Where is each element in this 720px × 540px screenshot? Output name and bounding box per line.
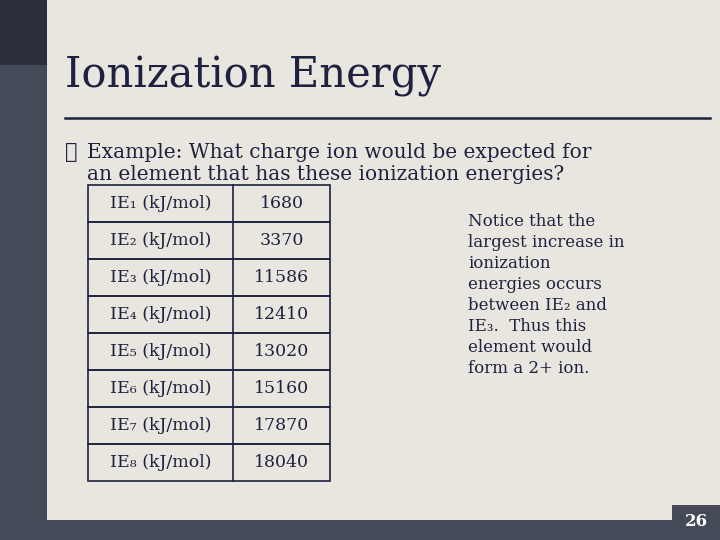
Bar — [88, 444, 330, 481]
Text: Ionization Energy: Ionization Energy — [65, 55, 441, 97]
Text: ❖: ❖ — [65, 143, 78, 162]
Text: form a 2+ ion.: form a 2+ ion. — [468, 360, 590, 377]
Text: 3370: 3370 — [259, 232, 304, 249]
Text: IE₃.  Thus this: IE₃. Thus this — [468, 318, 586, 335]
Text: Notice that the: Notice that the — [468, 213, 595, 230]
Bar — [88, 222, 330, 259]
Text: 18040: 18040 — [254, 454, 309, 471]
Text: IE₂ (kJ/mol): IE₂ (kJ/mol) — [110, 232, 211, 249]
Bar — [0, 520, 720, 540]
Text: IE₇ (kJ/mol): IE₇ (kJ/mol) — [109, 417, 211, 434]
Text: 13020: 13020 — [254, 343, 309, 360]
Bar — [88, 296, 330, 333]
Text: 1680: 1680 — [259, 195, 304, 212]
Bar — [672, 505, 720, 540]
Text: IE₅ (kJ/mol): IE₅ (kJ/mol) — [109, 343, 211, 360]
Text: energies occurs: energies occurs — [468, 276, 602, 293]
Text: 17870: 17870 — [254, 417, 309, 434]
Text: Example: What charge ion would be expected for: Example: What charge ion would be expect… — [87, 143, 592, 162]
Text: element would: element would — [468, 339, 592, 356]
Text: between IE₂ and: between IE₂ and — [468, 297, 607, 314]
Text: IE₆ (kJ/mol): IE₆ (kJ/mol) — [109, 380, 211, 397]
Bar — [0, 0, 47, 540]
Bar — [88, 370, 330, 407]
Bar — [88, 259, 330, 296]
Text: IE₄ (kJ/mol): IE₄ (kJ/mol) — [109, 306, 211, 323]
Text: 12410: 12410 — [254, 306, 309, 323]
Bar — [88, 407, 330, 444]
Bar — [88, 333, 330, 370]
Text: an element that has these ionization energies?: an element that has these ionization ene… — [87, 165, 564, 184]
Text: IE₃ (kJ/mol): IE₃ (kJ/mol) — [109, 269, 211, 286]
Text: IE₈ (kJ/mol): IE₈ (kJ/mol) — [109, 454, 211, 471]
Text: ionization: ionization — [468, 255, 551, 272]
Text: 26: 26 — [685, 514, 708, 530]
Text: 11586: 11586 — [254, 269, 309, 286]
Text: 15160: 15160 — [254, 380, 309, 397]
Text: IE₁ (kJ/mol): IE₁ (kJ/mol) — [109, 195, 211, 212]
Bar — [88, 185, 330, 481]
Bar — [0, 0, 47, 65]
Bar — [88, 185, 330, 222]
Text: largest increase in: largest increase in — [468, 234, 624, 251]
